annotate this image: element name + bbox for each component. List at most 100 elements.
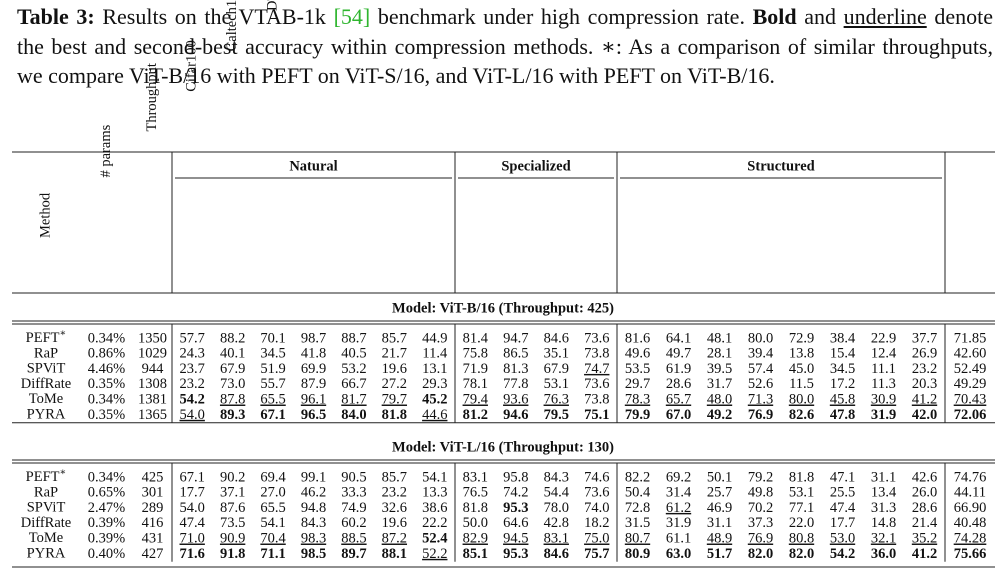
cell: 88.2 xyxy=(220,330,245,346)
cell: 52.4 xyxy=(422,531,447,547)
cell: 78.0 xyxy=(544,500,569,516)
cell: 82.0 xyxy=(789,546,814,562)
cell: 301 xyxy=(142,485,164,501)
cell: 82.9 xyxy=(463,531,488,547)
cell: 89.7 xyxy=(341,546,366,562)
method-name: PYRA xyxy=(27,546,66,562)
cell: 42.8 xyxy=(544,515,569,531)
cell: 69.4 xyxy=(260,469,286,485)
cell: 82.6 xyxy=(789,407,814,423)
cell: 26.9 xyxy=(912,346,937,362)
cell: 17.7 xyxy=(830,515,855,531)
cell: 0.35% xyxy=(88,407,125,423)
caption: Table 3: Results on the VTAB-1k [54] ben… xyxy=(17,2,993,91)
cell: 23.7 xyxy=(180,361,205,377)
cell: 67.0 xyxy=(666,407,691,423)
cell: 75.1 xyxy=(584,407,609,423)
cell: 65.5 xyxy=(260,500,285,516)
method: RaP xyxy=(34,346,58,362)
cell: 48.1 xyxy=(707,330,732,346)
cell: 40.1 xyxy=(220,346,245,362)
cell: 82.2 xyxy=(625,469,650,485)
column-header: Method xyxy=(37,192,53,238)
cell: 72.9 xyxy=(789,330,814,346)
cell: 88.5 xyxy=(341,531,366,547)
cell: 0.40% xyxy=(88,546,125,562)
group-header: Specialized xyxy=(501,158,570,174)
cell: 81.7 xyxy=(341,392,366,408)
cell: 53.1 xyxy=(544,376,569,392)
cell: 75.66 xyxy=(954,546,987,562)
cell: 78.1 xyxy=(463,376,488,392)
cell: 87.2 xyxy=(382,531,407,547)
cell: 84.3 xyxy=(301,515,326,531)
cell: 80.8 xyxy=(789,531,814,547)
cell: 51.7 xyxy=(707,546,732,562)
cell: 31.9 xyxy=(666,515,691,531)
cell: 73.8 xyxy=(584,392,609,408)
cell: 95.3 xyxy=(503,500,528,516)
cell: 65.7 xyxy=(666,392,691,408)
cell: 75.7 xyxy=(584,546,609,562)
cell: 52.6 xyxy=(748,376,773,392)
group-header: Natural xyxy=(289,158,337,174)
cell: 94.6 xyxy=(503,407,528,423)
caption-bold-word: Bold xyxy=(752,4,797,29)
cell: 60.2 xyxy=(341,515,366,531)
cell: 944 xyxy=(142,361,165,377)
cell: 34.5 xyxy=(830,361,855,377)
caption-text: benchmark under high compression rate. xyxy=(377,4,745,29)
cell: 32.1 xyxy=(871,531,896,547)
cell: 64.1 xyxy=(666,330,691,346)
cell: 85.1 xyxy=(463,546,488,562)
cell: 83.1 xyxy=(463,469,488,485)
method: PYRA xyxy=(27,407,66,423)
cell: 48.0 xyxy=(707,392,732,408)
cell: 0.86% xyxy=(88,346,125,362)
cell: 71.0 xyxy=(180,531,205,547)
method-name: DiffRate xyxy=(21,515,71,531)
cell: 80.0 xyxy=(748,330,773,346)
cell: 47.8 xyxy=(830,407,855,423)
cell: 88.7 xyxy=(341,330,366,346)
cell: 17.2 xyxy=(830,376,855,392)
cell: 1350 xyxy=(138,330,167,346)
cell: 85.7 xyxy=(382,469,407,485)
cell: 88.1 xyxy=(382,546,407,562)
cell: 74.6 xyxy=(584,469,609,485)
cell: 71.9 xyxy=(463,361,488,377)
cell: 78.3 xyxy=(625,392,650,408)
cell: 81.4 xyxy=(463,330,489,346)
cell: 27.0 xyxy=(260,485,285,501)
cell: 96.1 xyxy=(301,392,326,408)
cell: 31.4 xyxy=(666,485,692,501)
cell: 49.8 xyxy=(748,485,773,501)
cell: 54.1 xyxy=(422,469,447,485)
cell: 1029 xyxy=(138,346,167,362)
cell: 75.8 xyxy=(463,346,488,362)
caption-label: Table 3: xyxy=(17,4,95,29)
cell: 94.8 xyxy=(301,500,326,516)
cell: 50.0 xyxy=(463,515,488,531)
section-title: Model: ViT-L/16 (Throughput: 130) xyxy=(392,439,614,455)
cell: 84.3 xyxy=(544,469,569,485)
column-header: Caltech101 xyxy=(224,0,240,51)
cell: 21.4 xyxy=(912,515,938,531)
cell: 11.1 xyxy=(871,361,896,377)
cell: 54.0 xyxy=(180,407,205,423)
cell: 0.35% xyxy=(88,376,125,392)
cell: 28.1 xyxy=(707,346,732,362)
cell: 11.5 xyxy=(789,376,814,392)
section-title: Model: ViT-B/16 (Throughput: 425) xyxy=(392,300,614,316)
cell: 431 xyxy=(142,531,164,547)
cell: 31.7 xyxy=(707,376,732,392)
cell: 22.9 xyxy=(871,330,896,346)
cell: 73.6 xyxy=(584,330,609,346)
cell: 80.9 xyxy=(625,546,650,562)
cell: 74.2 xyxy=(503,485,528,501)
cell: 52.49 xyxy=(954,361,987,377)
cell: 67.1 xyxy=(260,407,285,423)
cell: 36.0 xyxy=(871,546,896,562)
cell: 29.3 xyxy=(422,376,447,392)
